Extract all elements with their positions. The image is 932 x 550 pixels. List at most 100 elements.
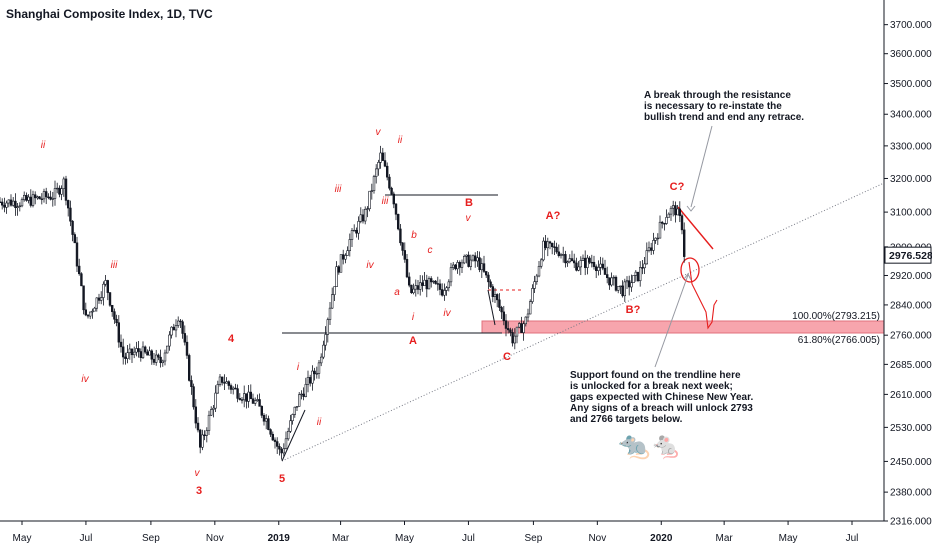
candle: [555, 242, 558, 254]
candle: [619, 285, 622, 295]
candle: [29, 189, 32, 208]
candle: [256, 394, 259, 402]
candle: [315, 366, 318, 379]
wave-label-minor: ii: [41, 140, 46, 151]
candle: [652, 232, 655, 255]
candle: [304, 377, 307, 398]
candle: [240, 397, 244, 404]
candle: [300, 390, 303, 400]
candle: [284, 431, 288, 450]
x-tick-label: Mar: [332, 533, 350, 544]
candle: [482, 255, 486, 274]
candle: [654, 237, 657, 244]
candle: [236, 384, 239, 403]
wave-label: C?: [670, 181, 685, 193]
candle: [117, 315, 121, 348]
candle: [493, 287, 497, 303]
candle: [603, 259, 607, 275]
candle: [577, 261, 580, 272]
resistance-downline[interactable]: [677, 206, 714, 250]
wave-label-minor: i: [297, 362, 300, 373]
candle: [438, 279, 442, 296]
candle: [608, 277, 611, 290]
candle: [245, 393, 248, 409]
candle: [93, 306, 96, 312]
candle: [469, 254, 472, 271]
candle: [0, 197, 2, 204]
candle: [645, 242, 649, 265]
candle: [392, 191, 395, 209]
candle: [49, 190, 52, 201]
y-tick-label: 2840.000: [890, 300, 932, 311]
candle: [454, 263, 457, 271]
candle: [379, 145, 382, 169]
candle: [451, 262, 455, 271]
candle: [258, 393, 261, 407]
candle: [144, 345, 147, 354]
candle: [311, 365, 314, 391]
candle: [194, 399, 197, 429]
candle: [566, 260, 569, 267]
candle: [137, 341, 140, 358]
candle: [291, 413, 294, 425]
arrow-head-2: [683, 273, 692, 281]
candle: [355, 227, 358, 238]
x-tick-label: May: [779, 533, 798, 544]
candle: [414, 279, 417, 297]
candle: [667, 212, 671, 218]
candle: [341, 249, 345, 265]
candle: [146, 349, 149, 356]
candle: [594, 264, 598, 279]
candle: [440, 283, 444, 297]
candle: [51, 191, 55, 207]
wave-label-minor: i: [412, 312, 415, 323]
candle: [280, 447, 283, 460]
support-zone[interactable]: [481, 320, 885, 334]
candle: [286, 427, 290, 441]
candle: [78, 258, 81, 276]
candle: [535, 273, 539, 285]
candle: [581, 254, 585, 261]
x-tick-label: Sep: [525, 533, 543, 544]
candle: [249, 384, 252, 400]
candle: [40, 193, 44, 205]
candle: [89, 311, 92, 320]
trendline-dotted[interactable]: [281, 182, 885, 462]
support-circle[interactable]: [680, 257, 700, 283]
candle: [264, 414, 268, 430]
candle: [181, 319, 184, 339]
candle: [445, 286, 448, 296]
candle: [25, 192, 28, 202]
candle: [533, 275, 536, 294]
candle: [377, 159, 380, 176]
candle: [278, 443, 281, 456]
candle: [436, 276, 439, 291]
y-tick-label: 3500.000: [890, 79, 932, 90]
candle: [590, 254, 594, 268]
candle: [302, 387, 305, 401]
candle: [42, 188, 46, 203]
y-tick-label: 3600.000: [890, 49, 932, 60]
candle: [185, 335, 189, 359]
candle: [374, 164, 378, 184]
candle: [111, 304, 114, 317]
x-tick-label: May: [395, 533, 414, 544]
candle: [370, 183, 373, 200]
candle: [522, 321, 525, 341]
candle: [350, 228, 354, 248]
candle: [155, 349, 158, 366]
candle: [159, 349, 162, 368]
candle: [319, 353, 323, 367]
candle: [427, 276, 431, 290]
candle: [412, 283, 415, 295]
candle: [36, 195, 39, 200]
symbol-title: Shanghai Composite Index, 1D, TVC: [6, 7, 213, 21]
x-tick-label: 2019: [268, 533, 291, 544]
candle: [128, 343, 131, 360]
wave-label-minor: b: [411, 230, 417, 241]
candle: [531, 284, 534, 304]
x-tick-label: Sep: [142, 533, 160, 544]
candle: [115, 314, 118, 327]
candle: [346, 246, 349, 256]
